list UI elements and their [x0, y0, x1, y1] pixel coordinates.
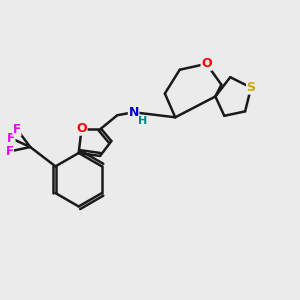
Text: F: F	[5, 145, 14, 158]
Text: N: N	[128, 106, 139, 119]
Text: O: O	[201, 57, 212, 70]
Text: F: F	[13, 123, 21, 136]
Text: F: F	[7, 132, 15, 145]
Text: S: S	[247, 81, 256, 94]
Text: H: H	[138, 116, 147, 126]
Text: O: O	[76, 122, 87, 135]
